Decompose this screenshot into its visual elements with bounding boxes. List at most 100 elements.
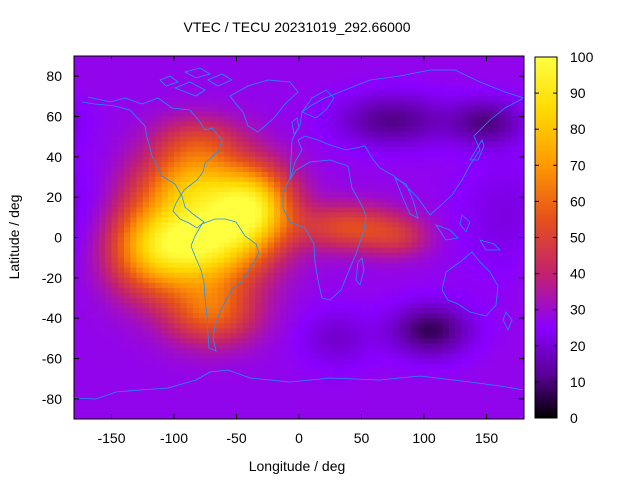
heatmap-cell bbox=[124, 313, 131, 319]
heatmap-cell bbox=[467, 393, 475, 400]
heatmap-cell bbox=[311, 338, 319, 344]
heatmap-cell bbox=[249, 197, 256, 203]
heatmap-cell bbox=[449, 106, 456, 113]
heatmap-cell bbox=[149, 237, 156, 244]
heatmap-cell bbox=[205, 368, 213, 375]
heatmap-cell bbox=[242, 197, 250, 203]
heatmap-cell bbox=[411, 262, 419, 269]
heatmap-cell bbox=[311, 96, 319, 102]
heatmap-cell bbox=[105, 192, 113, 198]
heatmap-cell bbox=[399, 257, 406, 264]
heatmap-cell bbox=[374, 126, 381, 133]
heatmap-cell bbox=[211, 66, 219, 72]
heatmap-cell bbox=[167, 86, 175, 92]
heatmap-cell bbox=[230, 212, 238, 218]
heatmap-cell bbox=[355, 383, 363, 390]
heatmap-cell bbox=[436, 111, 444, 118]
heatmap-cell bbox=[349, 308, 356, 314]
heatmap-cell bbox=[199, 338, 206, 344]
heatmap-cell bbox=[280, 262, 288, 269]
heatmap-cell bbox=[336, 262, 344, 269]
heatmap-cell bbox=[374, 166, 381, 173]
heatmap-cell bbox=[411, 156, 419, 163]
heatmap-cell bbox=[292, 282, 300, 289]
heatmap-cell bbox=[324, 237, 331, 244]
heatmap-cell bbox=[492, 222, 500, 229]
heatmap-cell bbox=[511, 96, 519, 102]
heatmap-cell bbox=[330, 106, 338, 113]
heatmap-cell bbox=[92, 262, 100, 269]
heatmap-cell bbox=[311, 61, 319, 67]
heatmap-cell bbox=[311, 262, 319, 269]
heatmap-cell bbox=[105, 187, 113, 193]
heatmap-cell bbox=[305, 81, 313, 87]
heatmap-cell bbox=[299, 242, 306, 249]
heatmap-cell bbox=[467, 91, 475, 97]
heatmap-cell bbox=[230, 257, 238, 264]
heatmap-cell bbox=[149, 111, 156, 118]
heatmap-cell bbox=[99, 116, 106, 123]
heatmap-cell bbox=[80, 156, 88, 163]
heatmap-cell bbox=[111, 151, 119, 158]
heatmap-cell bbox=[286, 151, 294, 158]
heatmap-cell bbox=[367, 222, 375, 229]
heatmap-cell bbox=[324, 81, 331, 87]
heatmap-cell bbox=[205, 146, 213, 153]
heatmap-cell bbox=[499, 318, 506, 324]
heatmap-cell bbox=[74, 373, 81, 380]
heatmap-cell bbox=[80, 81, 88, 87]
heatmap-cell bbox=[517, 91, 524, 97]
heatmap-cell bbox=[224, 177, 231, 183]
heatmap-cell bbox=[349, 171, 356, 178]
heatmap-cell bbox=[386, 156, 394, 163]
heatmap-cell bbox=[480, 56, 488, 62]
heatmap-cell bbox=[449, 348, 456, 355]
heatmap-cell bbox=[486, 363, 494, 370]
heatmap-cell bbox=[299, 136, 306, 143]
heatmap-cell bbox=[80, 257, 88, 264]
heatmap-cell bbox=[480, 353, 488, 360]
heatmap-cell bbox=[180, 212, 188, 218]
heatmap-cell bbox=[299, 56, 306, 62]
heatmap-cell bbox=[224, 252, 231, 259]
heatmap-cell bbox=[217, 313, 225, 319]
heatmap-cell bbox=[192, 61, 200, 67]
heatmap-cell bbox=[367, 358, 375, 365]
heatmap-cell bbox=[405, 116, 413, 123]
heatmap-cell bbox=[511, 187, 519, 193]
heatmap-cell bbox=[349, 101, 356, 108]
heatmap-cell bbox=[367, 126, 375, 133]
heatmap-cell bbox=[224, 156, 231, 163]
heatmap-cell bbox=[386, 217, 394, 223]
heatmap-cell bbox=[280, 282, 288, 289]
heatmap-cell bbox=[130, 177, 138, 183]
heatmap-cell bbox=[99, 378, 106, 385]
heatmap-cell bbox=[374, 91, 381, 97]
heatmap-cell bbox=[492, 328, 500, 334]
heatmap-cell bbox=[80, 388, 88, 395]
heatmap-cell bbox=[130, 141, 138, 148]
heatmap-cell bbox=[317, 207, 325, 213]
heatmap-cell bbox=[199, 358, 206, 365]
heatmap-cell bbox=[192, 96, 200, 102]
heatmap-cell bbox=[149, 217, 156, 223]
heatmap-cell bbox=[399, 136, 406, 143]
heatmap-cell bbox=[186, 373, 194, 380]
heatmap-cell bbox=[342, 171, 350, 178]
heatmap-cell bbox=[317, 353, 325, 360]
heatmap-cell bbox=[386, 383, 394, 390]
heatmap-cell bbox=[499, 101, 506, 108]
heatmap-cell bbox=[417, 378, 425, 385]
heatmap-cell bbox=[161, 56, 169, 62]
heatmap-cell bbox=[117, 171, 125, 178]
heatmap-cell bbox=[299, 393, 306, 400]
heatmap-cell bbox=[292, 373, 300, 380]
heatmap-cell bbox=[255, 333, 263, 339]
heatmap-cell bbox=[505, 287, 513, 294]
heatmap-cell bbox=[86, 272, 94, 279]
heatmap-cell bbox=[280, 217, 288, 223]
heatmap-cell bbox=[374, 141, 381, 148]
heatmap-cell bbox=[442, 373, 450, 380]
heatmap-cell bbox=[149, 388, 156, 395]
heatmap-cell bbox=[349, 71, 356, 77]
